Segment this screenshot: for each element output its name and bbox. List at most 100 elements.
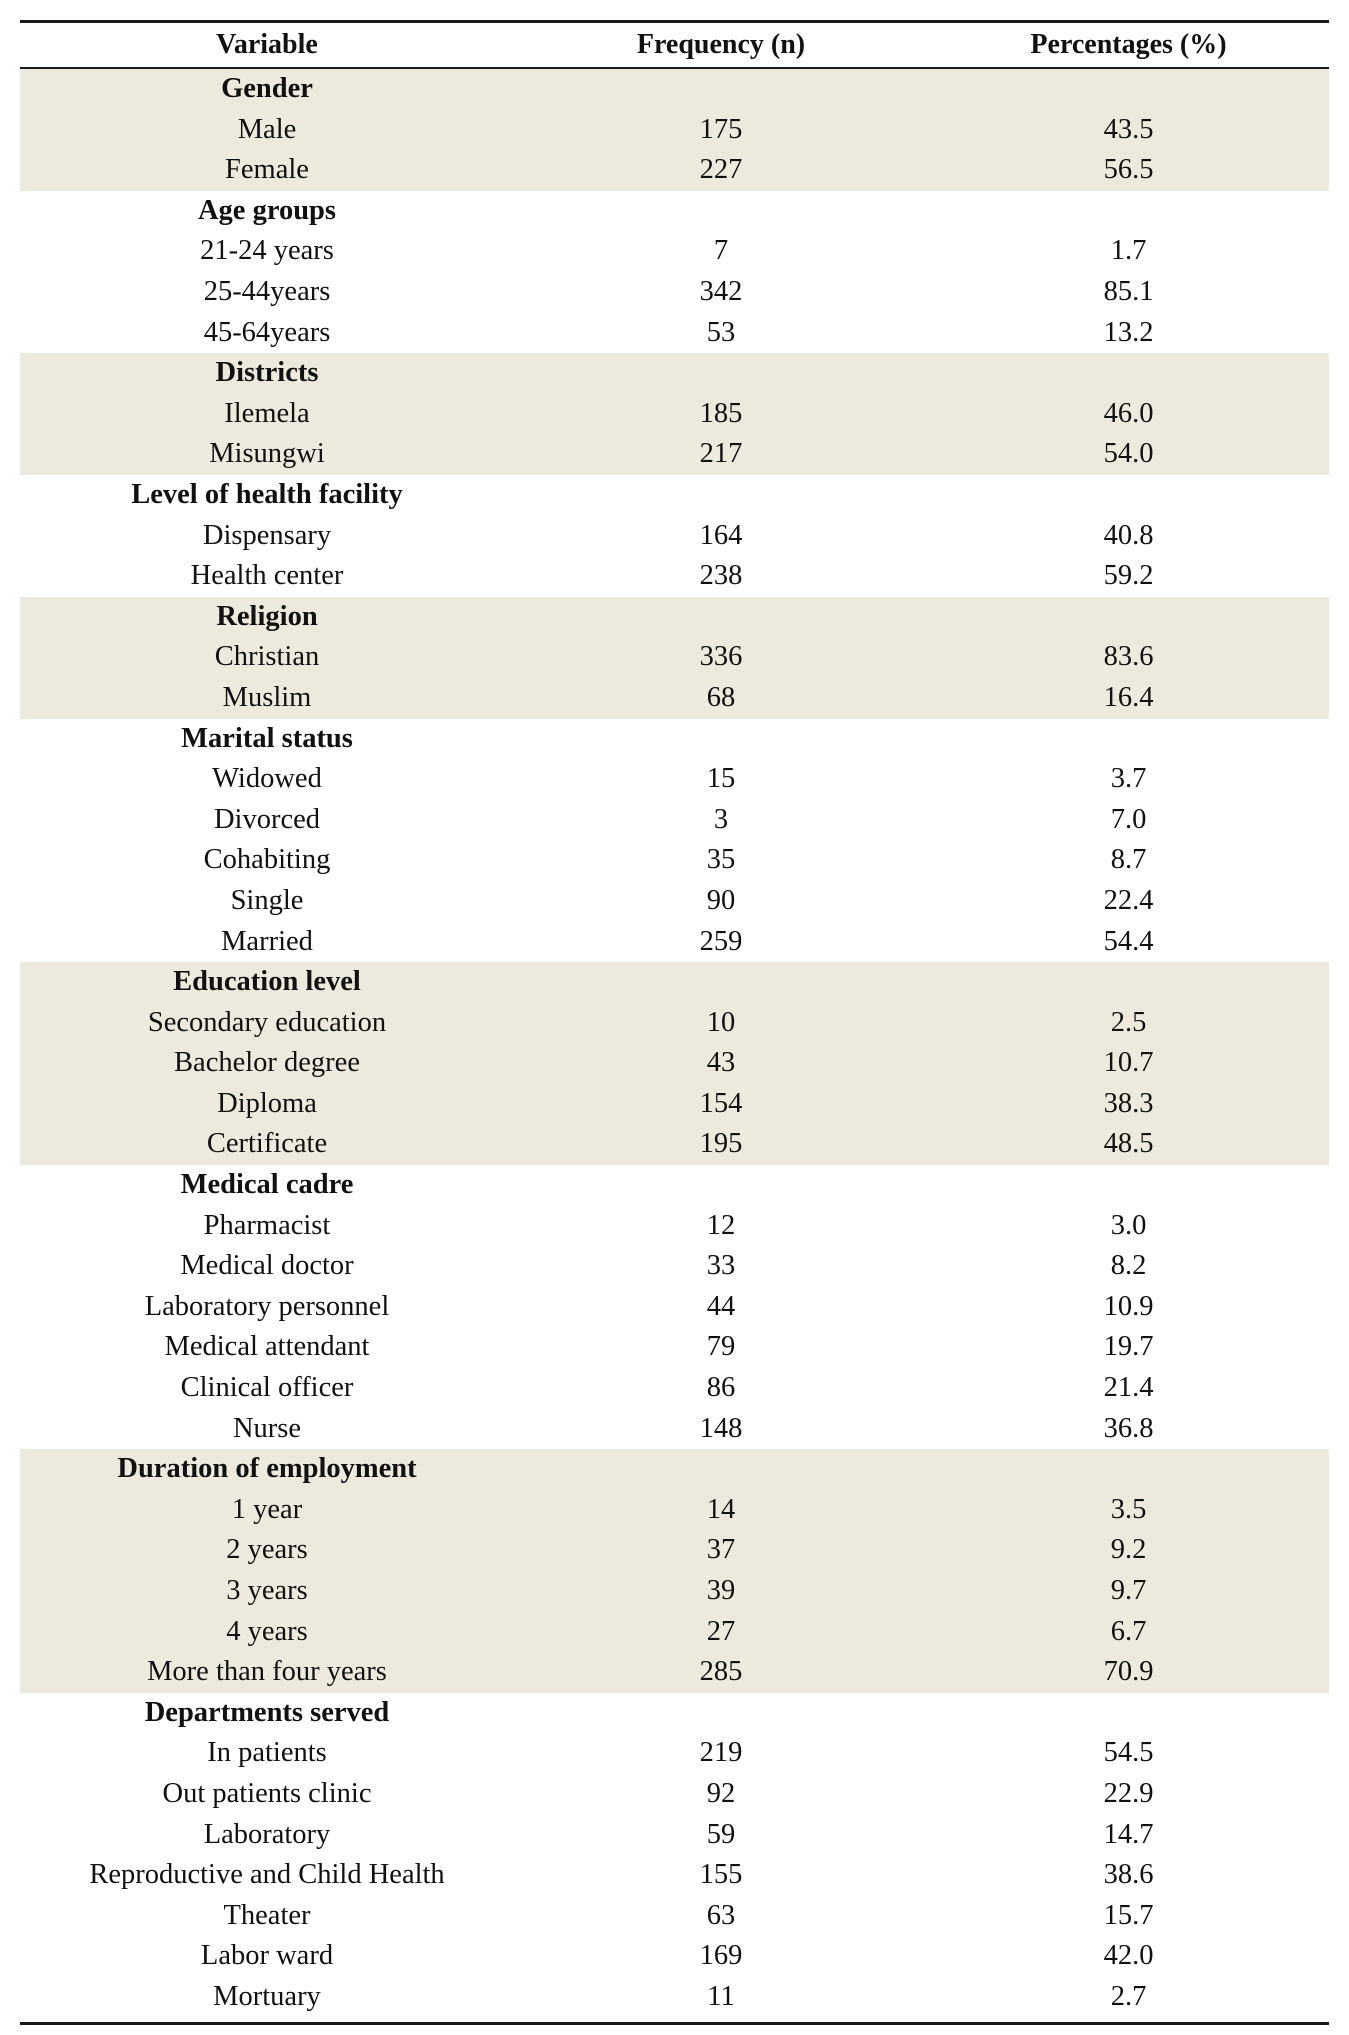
table-row: Nurse 148 36.8	[20, 1409, 1329, 1450]
row-frequency: 148	[699, 1412, 743, 1444]
row-percentage: 22.9	[1103, 1777, 1154, 1809]
row-frequency: 12	[706, 1209, 736, 1241]
row-frequency: 43	[706, 1047, 736, 1079]
section-title: Education level	[173, 966, 361, 998]
row-percentage: 38.3	[1103, 1087, 1154, 1119]
row-frequency: 342	[699, 276, 743, 308]
row-frequency: 33	[706, 1250, 736, 1282]
row-percentage: 22.4	[1103, 884, 1154, 916]
row-label: 45-64years	[203, 316, 331, 348]
row-label: Mortuary	[213, 1980, 321, 2012]
row-percentage: 54.0	[1103, 438, 1154, 470]
row-percentage: 16.4	[1103, 681, 1154, 713]
row-frequency: 155	[699, 1859, 743, 1891]
row-percentage: 3.7	[1110, 763, 1147, 795]
row-label: Bachelor degree	[174, 1047, 360, 1079]
header-frequency: Frequency (n)	[636, 29, 806, 60]
row-percentage: 13.2	[1103, 316, 1154, 348]
table-group: Duration of employment 1 year 14 3.5 2 years…	[20, 1449, 1329, 1693]
table-row: More than four years 285 70.9	[20, 1652, 1329, 1693]
row-label: Widowed	[212, 763, 322, 795]
row-label: Medical attendant	[164, 1331, 370, 1363]
section-header-row: Gender	[20, 69, 1329, 110]
table-group: Education level Secondary education 10 2.5 B…	[20, 962, 1329, 1166]
row-label: Married	[221, 925, 313, 957]
row-label: Misungwi	[209, 438, 325, 470]
table-row: Laboratory personnel 44 10.9	[20, 1287, 1329, 1328]
row-frequency: 164	[699, 519, 743, 551]
table-row: Widowed 15 3.7	[20, 759, 1329, 800]
row-label: Cohabiting	[203, 844, 331, 876]
row-label: 2 years	[226, 1534, 308, 1566]
row-frequency: 68	[706, 681, 736, 713]
row-frequency: 53	[706, 316, 736, 348]
row-label: Laboratory personnel	[144, 1290, 390, 1322]
row-percentage: 9.7	[1110, 1575, 1147, 1607]
table-row: 2 years 37 9.2	[20, 1530, 1329, 1571]
row-frequency: 285	[699, 1656, 743, 1688]
table-row: Single 90 22.4	[20, 881, 1329, 922]
table-row: Pharmacist 12 3.0	[20, 1206, 1329, 1247]
table-row: Medical attendant 79 19.7	[20, 1327, 1329, 1368]
table-header-rule	[20, 67, 1329, 69]
row-label: Single	[230, 884, 304, 916]
row-label: Female	[225, 154, 309, 186]
section-header-row: Districts	[20, 353, 1329, 394]
row-percentage: 9.2	[1110, 1534, 1147, 1566]
table-header-row: Variable Frequency (n) Percentages (%)	[20, 23, 1329, 67]
table-group: Districts Ilemela 185 46.0 Misungwi 217 54.0	[20, 353, 1329, 475]
section-title: Level of health facility	[131, 478, 403, 510]
row-percentage: 2.7	[1110, 1980, 1147, 2012]
row-label: 4 years	[226, 1615, 308, 1647]
row-percentage: 36.8	[1103, 1412, 1154, 1444]
row-frequency: 185	[699, 397, 743, 429]
row-label: Male	[237, 113, 297, 145]
table-group: Medical cadre Pharmacist 12 3.0 Medical doct…	[20, 1165, 1329, 1449]
row-frequency: 238	[699, 560, 743, 592]
row-label: Nurse	[232, 1412, 302, 1444]
row-label: Health center	[190, 560, 344, 592]
row-percentage: 40.8	[1103, 519, 1154, 551]
row-label: 3 years	[226, 1575, 308, 1607]
header-percentage: Percentages (%)	[1030, 29, 1227, 60]
table-row: 21-24 years 7 1.7	[20, 231, 1329, 272]
row-frequency: 15	[706, 763, 736, 795]
table-row: Divorced 3 7.0	[20, 800, 1329, 841]
row-frequency: 7	[713, 235, 729, 267]
row-percentage: 21.4	[1103, 1372, 1154, 1404]
table-row: Misungwi 217 54.0	[20, 434, 1329, 475]
table-row: In patients 219 54.5	[20, 1733, 1329, 1774]
table-row: Theater 63 15.7	[20, 1896, 1329, 1937]
row-percentage: 59.2	[1103, 560, 1154, 592]
row-frequency: 219	[699, 1737, 743, 1769]
row-frequency: 39	[706, 1575, 736, 1607]
section-header-row: Duration of employment	[20, 1449, 1329, 1490]
row-frequency: 227	[699, 154, 743, 186]
section-header-row: Education level	[20, 962, 1329, 1003]
row-label: Divorced	[213, 803, 321, 835]
row-percentage: 54.5	[1103, 1737, 1154, 1769]
row-frequency: 169	[699, 1940, 743, 1972]
table-top-rule	[20, 20, 1329, 23]
row-label: 21-24 years	[200, 235, 334, 267]
table-bottom-rule	[20, 2021, 1329, 2025]
row-label: Certificate	[206, 1128, 328, 1160]
row-frequency: 86	[706, 1372, 736, 1404]
table-row: Male 175 43.5	[20, 110, 1329, 151]
table-row: 1 year 14 3.5	[20, 1490, 1329, 1531]
row-percentage: 43.5	[1103, 113, 1154, 145]
row-percentage: 1.7	[1110, 235, 1147, 267]
row-percentage: 8.7	[1110, 844, 1147, 876]
table-body: Gender Male 175 43.5 Female 227 56.5 Age groups…	[20, 69, 1329, 2018]
section-title: Religion	[216, 600, 318, 632]
section-header-row: Marital status	[20, 719, 1329, 760]
row-percentage: 3.0	[1110, 1209, 1147, 1241]
table-row: Secondary education 10 2.5	[20, 1003, 1329, 1044]
row-label: More than four years	[147, 1656, 387, 1688]
table-group: Level of health facility Dispensary 164 40.…	[20, 475, 1329, 597]
row-percentage: 38.6	[1103, 1859, 1154, 1891]
row-label: 1 year	[231, 1493, 303, 1525]
table-row: Labor ward 169 42.0	[20, 1936, 1329, 1977]
table-row: Muslim 68 16.4	[20, 678, 1329, 719]
row-percentage: 85.1	[1103, 276, 1154, 308]
